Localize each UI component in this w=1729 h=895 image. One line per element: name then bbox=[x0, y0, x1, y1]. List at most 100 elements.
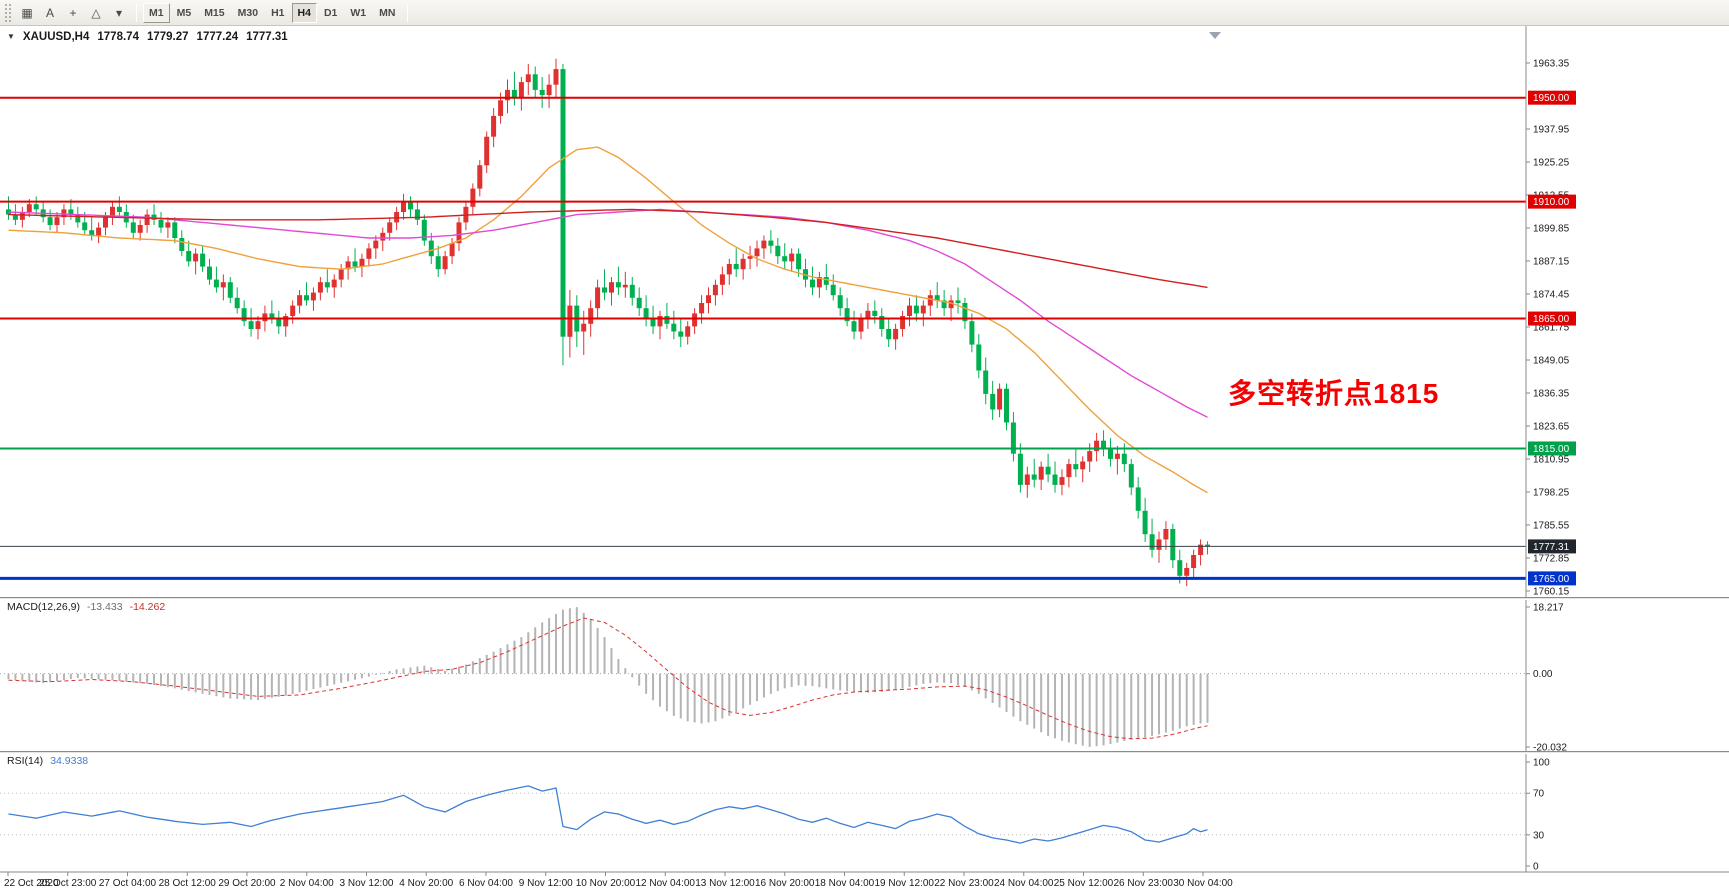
timeframe-mn-button[interactable]: MN bbox=[373, 3, 401, 23]
svg-text:1950.00: 1950.00 bbox=[1533, 93, 1570, 104]
svg-text:18.217: 18.217 bbox=[1533, 603, 1564, 614]
svg-text:1815.00: 1815.00 bbox=[1533, 444, 1570, 455]
svg-text:6 Nov 04:00: 6 Nov 04:00 bbox=[459, 878, 513, 889]
svg-text:1899.85: 1899.85 bbox=[1533, 223, 1570, 234]
svg-text:1861.75: 1861.75 bbox=[1533, 322, 1570, 333]
ma-line-fast-orange[interactable] bbox=[8, 146, 1208, 494]
svg-text:12 Nov 04:00: 12 Nov 04:00 bbox=[636, 878, 696, 889]
svg-text:1963.35: 1963.35 bbox=[1533, 59, 1570, 70]
macd-panel bbox=[0, 607, 1526, 747]
macd-title-text: MACD(12,26,9) bbox=[7, 601, 80, 613]
svg-text:25 Nov 12:00: 25 Nov 12:00 bbox=[1054, 878, 1114, 889]
svg-text:22 Oct 2020: 22 Oct 2020 bbox=[4, 878, 59, 889]
svg-text:26 Nov 23:00: 26 Nov 23:00 bbox=[1114, 878, 1174, 889]
timeframe-w1-button[interactable]: W1 bbox=[344, 3, 372, 23]
timeframe-m1-button[interactable]: M1 bbox=[143, 2, 170, 23]
svg-text:2 Nov 04:00: 2 Nov 04:00 bbox=[280, 878, 334, 889]
svg-text:29 Oct 20:00: 29 Oct 20:00 bbox=[218, 878, 276, 889]
svg-text:28 Oct 12:00: 28 Oct 12:00 bbox=[159, 878, 217, 889]
toolbar-tools: ▦ A + △ ▾ bbox=[16, 3, 130, 23]
moving-average-slow-red bbox=[8, 208, 1208, 289]
moving-average-medium-magenta bbox=[8, 208, 1208, 418]
rsi-scale[interactable]: 100 70 30 0 bbox=[1526, 758, 1550, 873]
rsi-panel bbox=[0, 785, 1526, 844]
timeframe-m30-button[interactable]: M30 bbox=[232, 3, 264, 23]
chart-title: ▼ XAUUSD,H4 1778.74 1779.27 1777.24 1777… bbox=[7, 31, 288, 43]
macd-indicator-label: MACD(12,26,9) -13.433 -14.262 bbox=[7, 601, 165, 613]
svg-text:1874.45: 1874.45 bbox=[1533, 289, 1570, 300]
svg-text:24 Nov 04:00: 24 Nov 04:00 bbox=[994, 878, 1054, 889]
ohlc-high: 1779.27 bbox=[146, 31, 189, 43]
svg-text:1836.35: 1836.35 bbox=[1533, 388, 1570, 399]
ma-line-medium-magenta[interactable] bbox=[8, 208, 1208, 418]
svg-text:0: 0 bbox=[1533, 862, 1539, 873]
chart-shift-marker bbox=[1209, 32, 1221, 39]
rsi-indicator-label: RSI(14) 34.9338 bbox=[7, 755, 88, 767]
timeframe-h4-button[interactable]: H4 bbox=[291, 2, 317, 23]
svg-text:3 Nov 12:00: 3 Nov 12:00 bbox=[340, 878, 394, 889]
svg-text:27 Oct 04:00: 27 Oct 04:00 bbox=[99, 878, 157, 889]
svg-text:13 Nov 12:00: 13 Nov 12:00 bbox=[695, 878, 755, 889]
svg-text:25 Oct 23:00: 25 Oct 23:00 bbox=[39, 878, 97, 889]
toolbar-gripper[interactable] bbox=[5, 3, 11, 22]
candlestick-series bbox=[6, 58, 1210, 587]
svg-text:1765.00: 1765.00 bbox=[1533, 574, 1570, 585]
svg-text:0.00: 0.00 bbox=[1533, 669, 1553, 680]
panel-separator-macd[interactable] bbox=[0, 597, 1729, 600]
svg-text:30 Nov 04:00: 30 Nov 04:00 bbox=[1173, 878, 1233, 889]
svg-text:1772.85: 1772.85 bbox=[1533, 553, 1570, 564]
macd-main-value: -13.433 bbox=[86, 601, 123, 613]
svg-text:1925.25: 1925.25 bbox=[1533, 157, 1570, 168]
svg-text:1798.25: 1798.25 bbox=[1533, 487, 1570, 498]
svg-text:1910.00: 1910.00 bbox=[1533, 197, 1570, 208]
ohlc-open: 1778.74 bbox=[97, 31, 139, 43]
timeframe-d1-button[interactable]: D1 bbox=[318, 3, 343, 23]
price-scale[interactable]: 1963.351937.951925.251912.551899.851887.… bbox=[1525, 26, 1576, 872]
svg-text:10 Nov 20:00: 10 Nov 20:00 bbox=[576, 878, 636, 889]
svg-text:9 Nov 12:00: 9 Nov 12:00 bbox=[519, 878, 573, 889]
svg-text:100: 100 bbox=[1533, 758, 1550, 769]
shapes-dropdown-icon[interactable]: ▾ bbox=[108, 3, 130, 23]
svg-text:1865.00: 1865.00 bbox=[1533, 314, 1570, 325]
svg-text:1785.55: 1785.55 bbox=[1533, 520, 1570, 531]
symbol-period: XAUUSD,H4 bbox=[22, 31, 90, 43]
ma-line-slow-red[interactable] bbox=[8, 208, 1208, 289]
rsi-value: 34.9338 bbox=[50, 755, 89, 767]
svg-text:1760.15: 1760.15 bbox=[1533, 586, 1570, 597]
svg-text:-20.032: -20.032 bbox=[1533, 742, 1567, 753]
shapes-icon[interactable]: △ bbox=[85, 3, 107, 23]
timeframe-toolbar: M1 M5 M15 M30 H1 H4 D1 W1 MN bbox=[143, 2, 401, 23]
rsi-title-text: RSI(14) bbox=[7, 755, 44, 767]
toolbar-separator-2 bbox=[407, 3, 409, 22]
svg-text:18 Nov 04:00: 18 Nov 04:00 bbox=[815, 878, 875, 889]
timeframe-m5-button[interactable]: M5 bbox=[171, 3, 198, 23]
panel-separator-rsi[interactable] bbox=[0, 751, 1729, 754]
svg-text:19 Nov 12:00: 19 Nov 12:00 bbox=[875, 878, 935, 889]
svg-text:30: 30 bbox=[1533, 830, 1545, 841]
svg-text:16 Nov 20:00: 16 Nov 20:00 bbox=[755, 878, 815, 889]
svg-text:4 Nov 20:00: 4 Nov 20:00 bbox=[399, 878, 453, 889]
toolbar-separator bbox=[136, 3, 137, 22]
toolbar: ▦ A + △ ▾ M1 M5 M15 M30 H1 H4 D1 W1 MN bbox=[0, 0, 1729, 26]
svg-text:1937.95: 1937.95 bbox=[1533, 124, 1570, 135]
timeframe-m15-button[interactable]: M15 bbox=[198, 3, 230, 23]
crosshair-icon[interactable]: + bbox=[62, 3, 84, 23]
timeframe-h1-button[interactable]: H1 bbox=[265, 3, 290, 23]
annotation-text: 多空转折点1815 bbox=[1228, 378, 1440, 409]
macd-scale[interactable]: 18.217 0.00 -20.032 bbox=[1526, 603, 1567, 754]
ohlc-close: 1777.31 bbox=[246, 31, 288, 43]
macd-signal-value: -14.262 bbox=[129, 601, 166, 613]
svg-text:1849.05: 1849.05 bbox=[1533, 355, 1570, 366]
svg-text:1887.15: 1887.15 bbox=[1533, 256, 1570, 267]
horizontal-levels[interactable] bbox=[0, 96, 1526, 580]
svg-text:1823.65: 1823.65 bbox=[1533, 421, 1570, 432]
moving-average-fast-orange bbox=[8, 146, 1208, 494]
chart-collapse-icon[interactable]: ▼ bbox=[7, 32, 15, 41]
svg-text:1777.31: 1777.31 bbox=[1533, 542, 1570, 553]
text-label-icon[interactable]: A bbox=[39, 3, 61, 23]
ohlc-low: 1777.24 bbox=[196, 31, 239, 43]
chart-window-icon[interactable]: ▦ bbox=[16, 3, 38, 23]
